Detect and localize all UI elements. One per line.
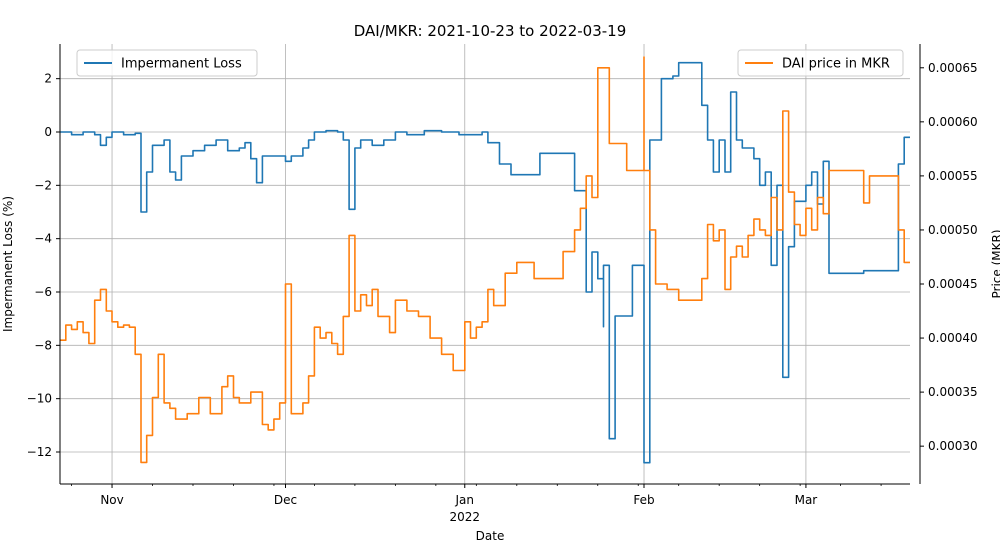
right-tick-label: 0.00055	[928, 169, 978, 183]
x-tick-label: Jan	[455, 493, 475, 507]
x-tick-sublabel: 2022	[449, 510, 480, 524]
left-axis-label: Impermanent Loss (%)	[1, 196, 15, 332]
right-tick-label: 0.00040	[928, 331, 978, 345]
left-tick-label: 0	[44, 125, 52, 139]
legend-impermanent-loss: Impermanent Loss	[76, 49, 258, 77]
legend-box	[737, 49, 904, 77]
left-tick-label: −10	[27, 392, 52, 406]
x-tick-label: Nov	[100, 493, 123, 507]
axes	[59, 44, 921, 485]
grid-lines	[60, 44, 910, 484]
right-tick-label: 0.00065	[928, 61, 978, 75]
x-tick-label: Mar	[795, 493, 818, 507]
right-tick-label: 0.00030	[928, 439, 978, 453]
legend-dai-price: DAI price in MKR	[737, 49, 904, 77]
legend-label: DAI price in MKR	[782, 57, 890, 72]
series-layer	[60, 56, 910, 464]
legend-box	[76, 49, 258, 77]
left-tick-label: −6	[34, 285, 52, 299]
x-axis-label: Date	[476, 529, 505, 543]
right-tick-label: 0.00035	[928, 385, 978, 399]
right-tick-label: 0.00060	[928, 115, 978, 129]
left-tick-label: −12	[27, 445, 52, 459]
left-tick-label: −2	[34, 178, 52, 192]
left-tick-label: −8	[34, 338, 52, 352]
x-axis-ticks: Nov Dec Jan 2022 Feb Mar	[71, 484, 882, 524]
x-tick-label: Feb	[633, 493, 654, 507]
right-tick-label: 0.00045	[928, 277, 978, 291]
right-axis-ticks: 0.00030 0.00035 0.00040 0.00045 0.00050 0.000…	[920, 61, 978, 453]
left-tick-label: −4	[34, 232, 52, 246]
legend-label: Impermanent Loss	[121, 57, 242, 72]
left-tick-label: 2	[44, 72, 52, 86]
right-tick-label: 0.00050	[928, 223, 978, 237]
series-line-impermanent-loss	[60, 61, 910, 464]
x-tick-label: Dec	[274, 493, 297, 507]
right-axis-label: Price (MKR)	[990, 229, 1000, 298]
left-axis-ticks: 2 0 −2 −4 −6 −8 −10 −12	[27, 72, 60, 459]
chart-title: DAI/MKR: 2021-10-23 to 2022-03-19	[354, 22, 627, 40]
series-line-dai-price-in-mkr	[60, 56, 910, 464]
